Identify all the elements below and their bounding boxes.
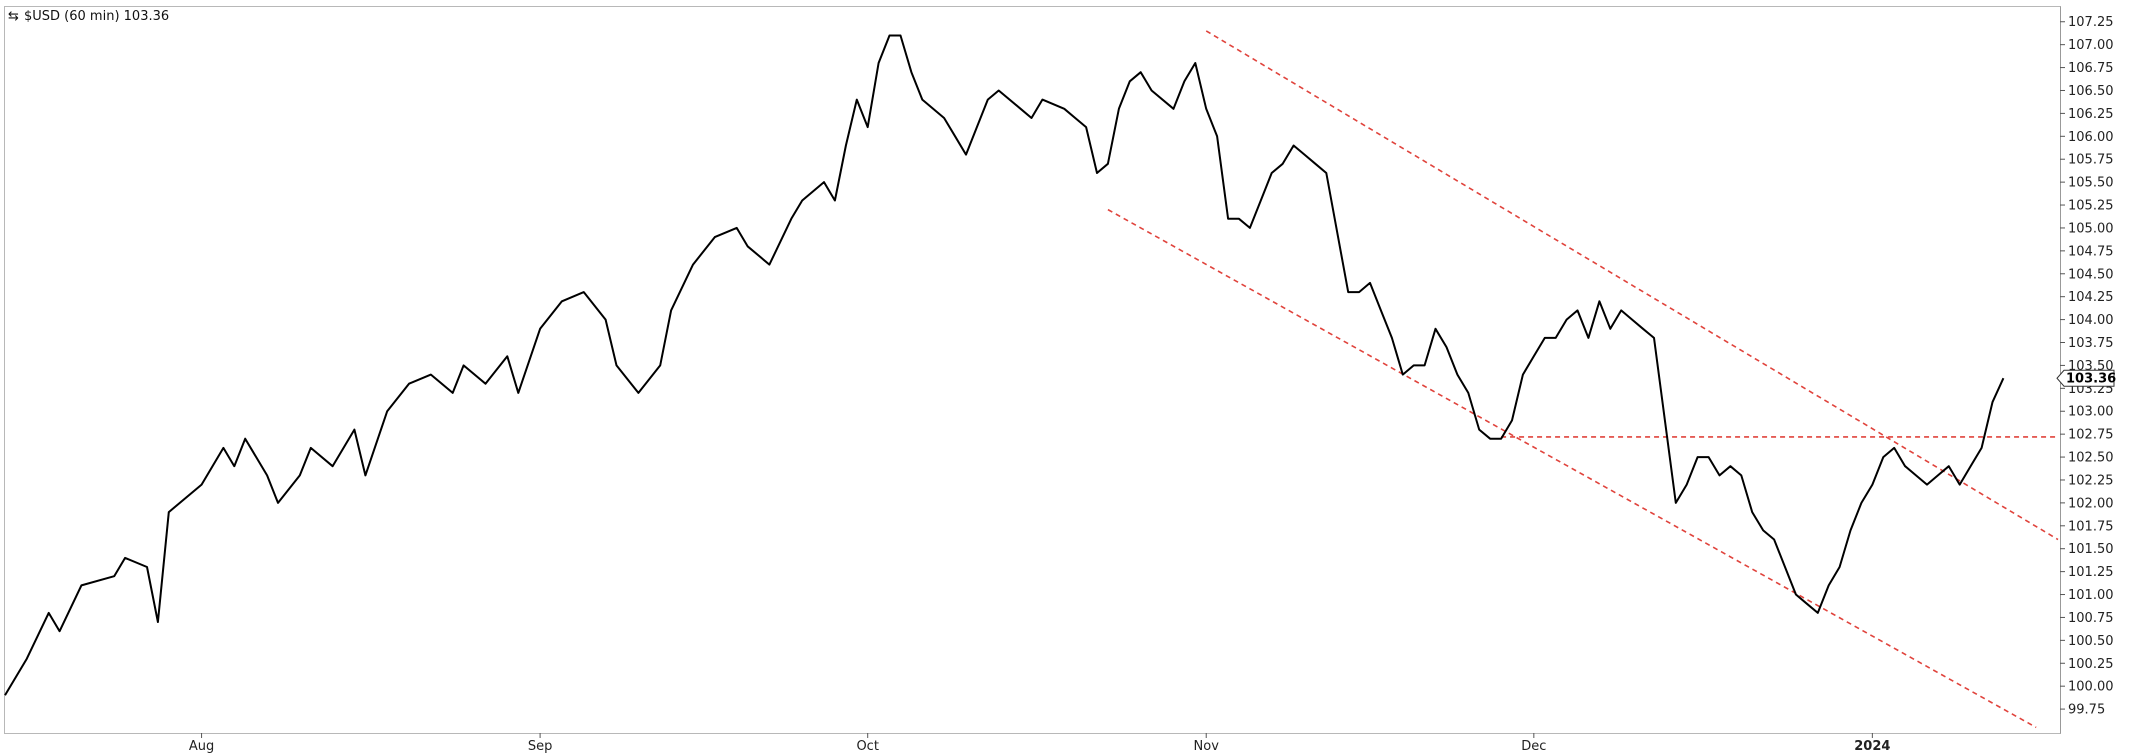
y-tick-label: 104.00 bbox=[2068, 313, 2114, 328]
y-tick-label: 104.50 bbox=[2068, 267, 2114, 282]
x-tick-label: Aug bbox=[189, 739, 214, 754]
y-tick-label: 101.75 bbox=[2068, 519, 2114, 534]
y-tick-label: 101.50 bbox=[2068, 542, 2114, 557]
y-tick-label: 100.50 bbox=[2068, 634, 2114, 649]
x-tick-label: Nov bbox=[1194, 739, 1220, 754]
trendline-1 bbox=[1205, 30, 2059, 541]
x-tick-label: Dec bbox=[1521, 739, 1546, 754]
y-tick-label: 105.25 bbox=[2068, 199, 2114, 214]
price-series bbox=[4, 34, 2005, 696]
y-tick-label: 105.50 bbox=[2068, 176, 2114, 191]
last-price-marker: 103.36 bbox=[2056, 369, 2116, 387]
y-tick-label: 100.00 bbox=[2068, 680, 2114, 695]
y-tick-label: 103.00 bbox=[2068, 405, 2114, 420]
y-tick-label: 103.75 bbox=[2068, 336, 2114, 351]
y-tick-label: 102.50 bbox=[2068, 451, 2114, 466]
y-tick-label: 105.75 bbox=[2068, 153, 2114, 168]
y-tick-label: 100.75 bbox=[2068, 611, 2114, 626]
y-tick-label: 106.50 bbox=[2068, 84, 2114, 99]
y-tick-label: 107.00 bbox=[2068, 38, 2114, 53]
chart-symbol-icon: ⇆ bbox=[8, 9, 19, 24]
price-line bbox=[4, 34, 2005, 696]
trendline-2 bbox=[1107, 208, 2037, 729]
y-tick-label: 102.75 bbox=[2068, 428, 2114, 443]
y-tick-label: 106.00 bbox=[2068, 130, 2114, 145]
x-tick-label: Oct bbox=[856, 739, 878, 754]
y-axis: 99.75 100.00 100.25 100.50 100.75 101.00 101.2… bbox=[2060, 15, 2114, 718]
y-tick-label: 99.75 bbox=[2068, 703, 2105, 718]
y-tick-label: 104.25 bbox=[2068, 290, 2114, 305]
y-tick-label: 101.00 bbox=[2068, 588, 2114, 603]
y-tick-label: 105.00 bbox=[2068, 221, 2114, 236]
y-tick-label: 100.25 bbox=[2068, 657, 2114, 672]
y-tick-label: 101.25 bbox=[2068, 565, 2114, 580]
y-tick-label: 106.25 bbox=[2068, 107, 2114, 122]
trendlines bbox=[1107, 30, 2059, 729]
y-tick-label: 107.25 bbox=[2068, 15, 2114, 30]
chart-title-text: $USD (60 min) 103.36 bbox=[24, 9, 169, 24]
x-tick-label: Sep bbox=[528, 739, 553, 754]
x-axis: Aug Sep Oct Nov Dec 2024 bbox=[189, 733, 1890, 754]
last-price-label: 103.36 bbox=[2066, 372, 2116, 387]
x-tick-label: 2024 bbox=[1854, 739, 1890, 754]
last-price-box bbox=[2056, 369, 2115, 387]
chart-title: ⇆ $USD (60 min) 103.36 bbox=[8, 9, 169, 24]
y-tick-label: 102.00 bbox=[2068, 496, 2114, 511]
y-tick-label: 106.75 bbox=[2068, 61, 2114, 76]
y-tick-label: 102.25 bbox=[2068, 473, 2114, 488]
y-tick-label: 104.75 bbox=[2068, 244, 2114, 259]
